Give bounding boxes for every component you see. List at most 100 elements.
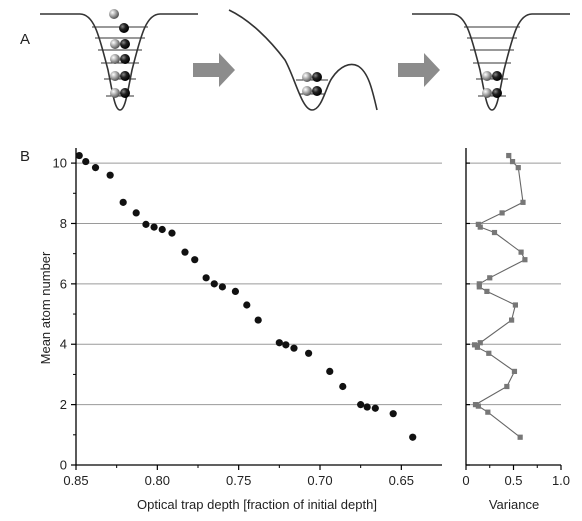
variance-point <box>504 383 510 390</box>
variance-axis-label: Variance <box>489 497 539 512</box>
x-tick-label: 0.80 <box>145 473 170 488</box>
y-tick-label: 10 <box>53 156 67 171</box>
atoms-initial <box>109 9 130 98</box>
data-point <box>243 301 251 309</box>
y-axis-ticks: 0 2 4 6 8 10 <box>53 156 470 473</box>
atom-light <box>482 88 492 98</box>
process-arrows <box>193 53 440 87</box>
variance-x-tick-label: 0 <box>462 473 469 488</box>
variance-x-ticks: 0 0.5 1.0 <box>462 465 570 488</box>
variance-point <box>475 403 481 409</box>
x-tick-label: 0.70 <box>307 473 332 488</box>
data-point <box>231 287 240 296</box>
data-point <box>119 198 127 206</box>
atom-light <box>110 54 120 64</box>
y-tick-label: 4 <box>60 337 67 352</box>
atom-light <box>482 71 492 81</box>
variance-point <box>485 409 491 415</box>
data-point <box>132 209 140 217</box>
data-point <box>389 410 397 418</box>
atom-dark <box>492 71 502 81</box>
data-point <box>371 404 379 412</box>
right-arrow-icon <box>398 53 440 87</box>
data-point <box>218 283 226 291</box>
variance-point <box>511 368 518 375</box>
data-point <box>363 403 371 411</box>
data-point <box>339 382 347 391</box>
variance-point <box>499 210 505 216</box>
data-point <box>181 248 189 256</box>
atom-light <box>110 39 120 49</box>
data-point <box>305 349 313 357</box>
atoms-final <box>482 71 502 98</box>
panel-b: 0 2 4 6 8 10 0.85 0.80 0.75 0.70 0.65 0 0.5 1.0 Mea… <box>38 148 570 512</box>
atom-dark <box>312 86 322 96</box>
variance-point <box>475 221 481 227</box>
atom-dark <box>120 54 130 64</box>
atom-dark <box>120 39 130 49</box>
data-point <box>357 401 365 409</box>
atom-light <box>302 72 312 82</box>
atom-number-series <box>75 151 417 441</box>
variance-point <box>471 342 478 348</box>
variance-point <box>491 229 498 236</box>
atom-dark <box>120 71 130 81</box>
atom-light <box>110 88 120 98</box>
data-point <box>290 344 298 352</box>
atom-dark <box>312 72 322 82</box>
atom-dark <box>492 88 502 98</box>
variance-point <box>477 340 483 346</box>
variance-point <box>509 158 516 165</box>
x-axis-ticks: 0.85 0.80 0.75 0.70 0.65 <box>63 465 414 488</box>
atom-light <box>302 86 312 96</box>
variance-point <box>486 350 492 356</box>
data-point <box>150 223 158 231</box>
data-point <box>82 157 90 166</box>
variance-point <box>476 284 482 290</box>
panel-b-label: B <box>20 148 30 165</box>
data-point <box>202 274 210 282</box>
atom-light <box>110 71 120 81</box>
x-tick-label: 0.65 <box>389 473 414 488</box>
atom-dark <box>120 88 130 98</box>
atoms-tilted <box>302 72 322 96</box>
x-tick-label: 0.75 <box>226 473 251 488</box>
y-tick-label: 6 <box>60 276 67 291</box>
x-tick-label: 0.85 <box>63 473 88 488</box>
y-tick-label: 8 <box>60 216 67 231</box>
variance-point <box>520 199 526 205</box>
variance-point <box>474 344 480 350</box>
data-point <box>275 339 283 347</box>
variance-x-tick-label: 1.0 <box>552 473 570 488</box>
data-point <box>142 220 150 228</box>
atom-dark <box>119 23 129 33</box>
data-point <box>158 225 166 234</box>
variance-point <box>517 434 523 440</box>
potential-well-initial <box>40 13 198 111</box>
potential-well-final <box>412 13 570 111</box>
data-point <box>326 367 334 376</box>
variance-point <box>477 224 483 230</box>
data-point <box>168 229 176 237</box>
variance-point <box>476 281 482 287</box>
panel-a-label: A <box>20 31 30 48</box>
data-point <box>282 341 290 349</box>
right-arrow-icon <box>193 53 235 87</box>
variance-point <box>472 402 479 408</box>
variance-point <box>518 249 524 255</box>
variance-point <box>484 288 490 295</box>
data-point <box>75 151 83 160</box>
variance-x-tick-label: 0.5 <box>504 473 522 488</box>
data-point <box>210 280 218 288</box>
y-tick-label: 2 <box>60 397 67 412</box>
data-point <box>254 316 262 324</box>
potential-well-tilted <box>228 9 378 111</box>
variance-line <box>473 155 526 438</box>
atom-light <box>109 9 119 19</box>
y-axis-label: Mean atom number <box>38 251 53 364</box>
variance-point <box>522 257 528 263</box>
variance-point <box>512 302 518 308</box>
variance-point <box>506 152 512 159</box>
variance-point <box>487 275 493 281</box>
